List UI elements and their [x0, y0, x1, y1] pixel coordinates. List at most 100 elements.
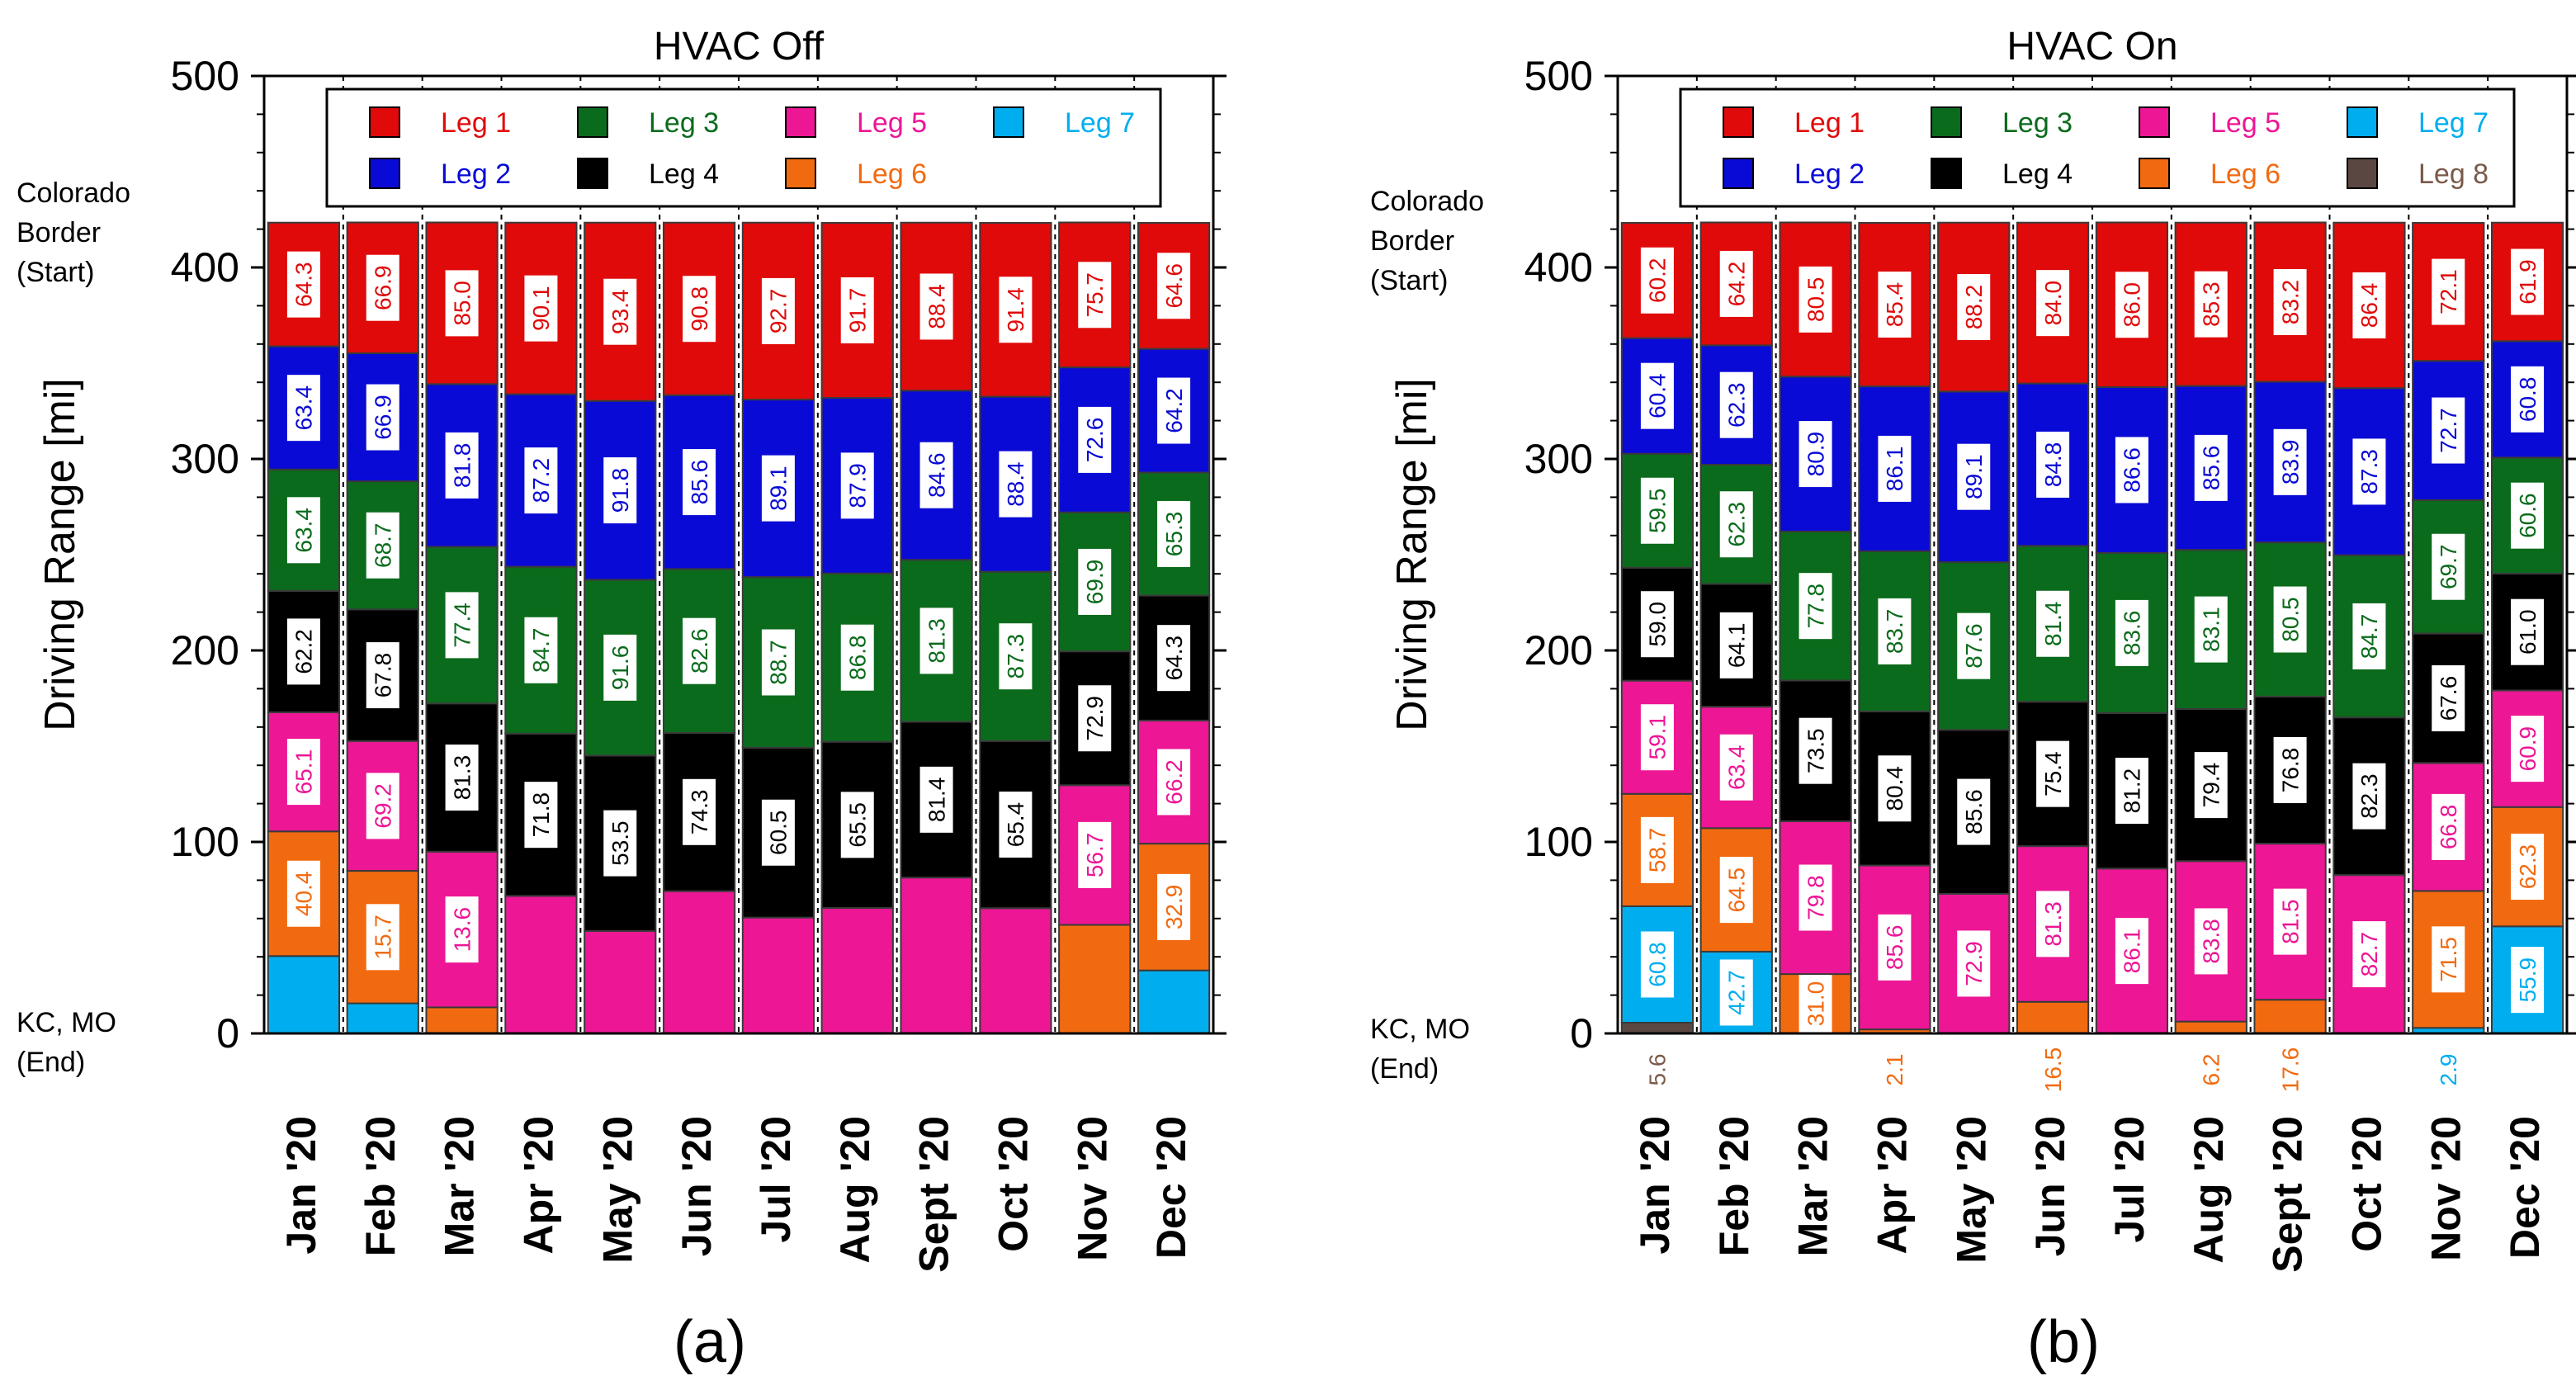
data-label-box — [1957, 930, 1991, 997]
legend-swatch — [993, 106, 1024, 138]
data-label: 32.9 — [1161, 885, 1187, 930]
data-label-box — [2432, 793, 2465, 860]
data-label: 85.3 — [2199, 281, 2224, 327]
data-label: 92.7 — [766, 289, 792, 334]
data-label-box — [999, 277, 1033, 343]
data-label-box — [1878, 755, 1912, 822]
data-label: 84.8 — [2040, 442, 2066, 488]
legend-swatch — [2139, 106, 2170, 138]
x-tick-label: Nov '20 — [2422, 1116, 2469, 1261]
data-label: 61.9 — [2515, 259, 2541, 305]
data-label-box — [2432, 533, 2465, 600]
data-label-box — [761, 629, 795, 696]
data-label: 66.9 — [371, 395, 396, 440]
data-label-box — [919, 273, 953, 340]
data-label-box — [1719, 857, 1753, 924]
data-label: 89.1 — [766, 466, 792, 511]
data-label: 88.4 — [1003, 461, 1028, 507]
data-label-box — [2511, 947, 2545, 1014]
chart-panel-a: HVAC Off Driving Range [mi] 0 100 200 300 400 5… — [17, 25, 1227, 1375]
data-label-box — [1798, 971, 1832, 1038]
data-label: 85.6 — [1882, 925, 1907, 971]
data-label-box — [603, 810, 637, 877]
data-label: 64.2 — [1724, 262, 1750, 307]
data-label-box — [286, 739, 320, 806]
data-label: 84.0 — [2040, 281, 2066, 326]
legend-label: Leg 7 — [2418, 107, 2489, 139]
data-label-box — [603, 634, 637, 701]
data-label: 64.6 — [1161, 263, 1187, 309]
data-label-box — [1640, 591, 1674, 658]
data-label-box — [1078, 685, 1112, 752]
data-label: 90.1 — [528, 286, 554, 331]
data-label-box — [683, 617, 716, 684]
data-label: 59.5 — [1645, 489, 1671, 534]
data-label-box — [1078, 821, 1112, 888]
data-label-box — [2115, 758, 2148, 825]
data-label: 83.9 — [2277, 440, 2303, 485]
data-label: 40.4 — [291, 872, 317, 917]
data-label-box — [840, 277, 874, 343]
data-label: 83.6 — [2120, 611, 2145, 656]
x-tick-label: Jun '20 — [674, 1116, 720, 1256]
data-label: 82.6 — [687, 628, 712, 674]
data-label: 66.2 — [1161, 759, 1187, 805]
bar-segment — [267, 955, 341, 1034]
data-label-box — [1878, 598, 1912, 664]
data-label-box — [1078, 262, 1112, 329]
data-label: 2.1 — [1882, 1054, 1907, 1086]
bar-segment — [1699, 827, 1773, 953]
data-label-box — [1640, 362, 1674, 429]
data-label: 86.1 — [2120, 929, 2145, 974]
data-label: 72.6 — [1082, 418, 1108, 463]
data-label: 80.4 — [1882, 766, 1907, 811]
data-label: 6.2 — [2199, 1054, 2224, 1086]
data-label: 87.9 — [845, 463, 871, 508]
legend-swatch — [577, 106, 608, 138]
data-label-box — [1798, 717, 1832, 784]
data-label: 80.9 — [1803, 432, 1828, 477]
data-label: 91.4 — [1003, 287, 1028, 333]
x-tick-label: Sept '20 — [2265, 1116, 2311, 1273]
legend-swatch — [785, 106, 816, 138]
data-label: 82.7 — [2356, 932, 2382, 977]
data-label: 59.0 — [1645, 602, 1671, 647]
data-label: 60.8 — [1645, 942, 1671, 987]
data-label-box — [2432, 665, 2465, 731]
legend-label: Leg 2 — [441, 158, 511, 190]
data-label: 87.6 — [1961, 623, 1987, 669]
x-tick-label: Jul '20 — [2106, 1116, 2153, 1243]
data-label: 53.5 — [607, 820, 633, 866]
data-label-box — [603, 278, 637, 345]
data-label: 74.3 — [687, 790, 712, 835]
data-label-box — [2511, 366, 2545, 433]
y-tick-label: 500 — [171, 53, 239, 99]
data-label-box — [1157, 873, 1191, 940]
bar-segment — [584, 929, 657, 1035]
y-tick-label: 0 — [1570, 1010, 1593, 1057]
data-label: 79.4 — [2199, 763, 2224, 808]
data-label-box — [2352, 272, 2386, 338]
data-label-box — [999, 623, 1033, 690]
data-label-box — [2036, 590, 2070, 657]
data-label-box — [445, 432, 479, 499]
data-label: 93.4 — [607, 289, 633, 334]
data-label: 72.9 — [1082, 696, 1108, 741]
y-tick-label: 300 — [171, 436, 239, 482]
data-label-box — [2352, 763, 2386, 830]
data-label: 60.8 — [2515, 377, 2541, 423]
data-label-box — [2273, 586, 2307, 653]
bar-segment — [900, 221, 973, 392]
data-label: 65.1 — [291, 749, 317, 795]
x-tick-label: May '20 — [594, 1116, 640, 1264]
data-label-box — [2511, 598, 2545, 665]
data-label: 71.8 — [528, 792, 554, 838]
data-label-box — [2511, 248, 2545, 315]
legend-swatch — [577, 158, 608, 189]
legend-label: Leg 1 — [441, 107, 511, 139]
data-label: 91.8 — [607, 468, 633, 513]
legend-swatch — [369, 158, 400, 189]
data-label-box — [2352, 438, 2386, 505]
data-label-box — [1957, 443, 1991, 510]
data-label: 63.4 — [291, 508, 317, 553]
